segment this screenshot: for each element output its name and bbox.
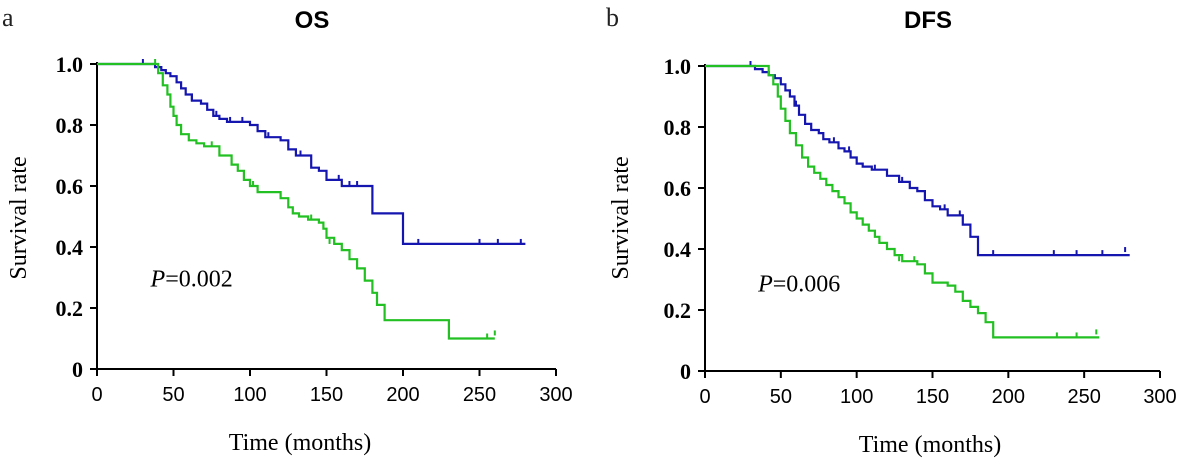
series-line-1 [97, 62, 526, 245]
y-tick-label: 0.2 [56, 296, 84, 321]
y-tick-label: 1.0 [664, 54, 692, 79]
panel-dfs: b DFS Survival rate Time (months) 0 50 100… [606, 3, 1177, 458]
y-tick-label: 0.8 [664, 115, 692, 140]
p-value-symbol: P [150, 267, 166, 293]
panel-os: a OS Survival rate Time (months) 0 50 100 1… [2, 3, 573, 456]
y-axis-label: Survival rate [6, 156, 32, 279]
x-tick-label: 100 [233, 384, 266, 406]
y-tick-label: 0.8 [56, 113, 84, 138]
x-tick-label: 100 [840, 386, 873, 408]
x-tick-label: 150 [916, 386, 949, 408]
x-tick-label: 250 [1067, 386, 1100, 408]
y-tick-label: 0.6 [56, 174, 84, 199]
y-axis-label: Survival rate [608, 156, 634, 279]
p-value-symbol: P [757, 272, 773, 298]
series-layer [97, 59, 526, 340]
y-tick-label: 0.6 [664, 176, 692, 201]
x-axis-label: Time (months) [229, 430, 371, 456]
y-tick-label: 0.4 [664, 237, 692, 262]
x-axis-label: Time (months) [859, 432, 1001, 458]
x-tick-label: 250 [463, 384, 496, 406]
y-tick-label: 0.4 [56, 235, 84, 260]
series-layer [705, 61, 1130, 339]
chart-title: OS [295, 7, 330, 34]
x-tick-label: 0 [699, 386, 710, 408]
x-tick-label: 300 [539, 384, 572, 406]
p-value-annotation: P=0.006 [757, 272, 840, 298]
y-tick-label: 1.0 [56, 52, 84, 77]
x-tick-label: 200 [992, 386, 1025, 408]
series-line-2 [97, 62, 495, 340]
p-value-text: =0.002 [165, 267, 233, 293]
panel-label: b [606, 3, 619, 32]
x-tick-label: 300 [1143, 386, 1176, 408]
p-value-annotation: P=0.002 [150, 267, 233, 293]
x-tick-label: 150 [310, 384, 343, 406]
x-tick-label: 50 [770, 386, 792, 408]
x-tick-label: 50 [162, 384, 184, 406]
series-line-1 [705, 64, 1130, 257]
x-tick-label: 0 [91, 384, 102, 406]
panel-label: a [2, 3, 14, 32]
y-tick-label: 0 [680, 359, 691, 384]
series-line-2 [705, 64, 1100, 339]
y-tick-label: 0.2 [664, 298, 692, 323]
y-tick-label: 0 [72, 357, 83, 382]
axes: 0 50 100 150 200 250 300 0 0.2 0.4 0.6 0.8 1.0 [664, 54, 1177, 408]
x-tick-label: 200 [386, 384, 419, 406]
axes: 0 50 100 150 200 250 300 0 0.2 0.4 0.6 0.8 1.0 [56, 52, 573, 406]
chart-title: DFS [904, 7, 952, 34]
p-value-text: =0.006 [773, 272, 841, 298]
